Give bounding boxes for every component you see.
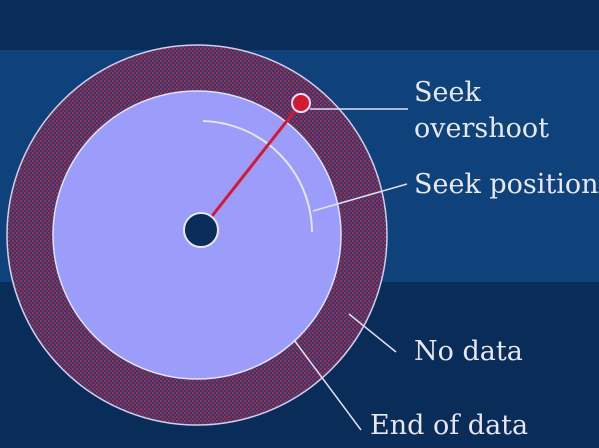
seek-position-label: Seek position: [414, 169, 599, 200]
seek-position-arc: [202, 120, 313, 233]
no-data-label: No data: [414, 336, 523, 367]
no-data-leader: [348, 313, 397, 353]
seek-overshoot-label-line1: Seek: [414, 77, 481, 108]
seek-position-leader: [312, 183, 408, 212]
seek-overshoot-label-line2: overshoot: [414, 113, 549, 144]
seek-overshoot-marker: [291, 93, 311, 113]
spindle-hole: [183, 212, 219, 248]
end-of-data-leader: [293, 339, 362, 431]
seek-arm: [199, 102, 303, 231]
end-of-data-label: End of data: [370, 410, 528, 441]
